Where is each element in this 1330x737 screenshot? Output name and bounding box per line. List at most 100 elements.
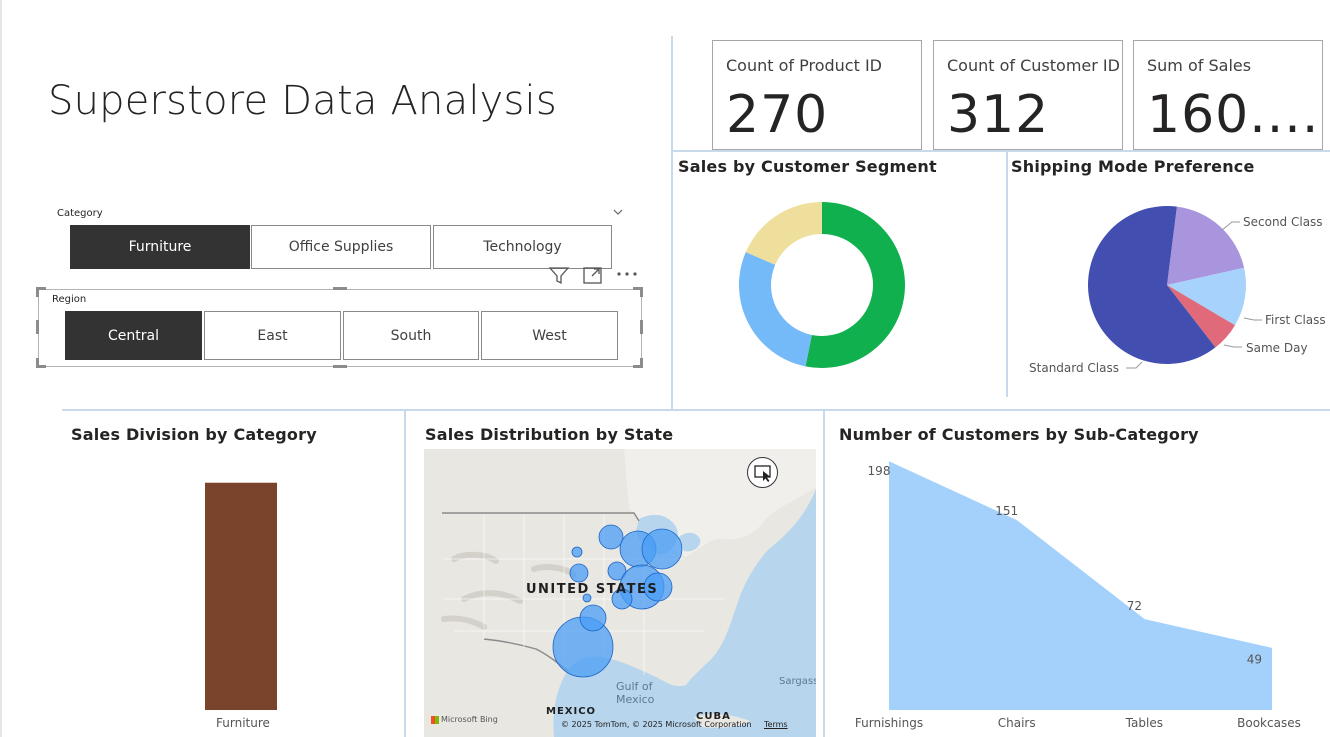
category-bar-chart[interactable]: Furniture <box>62 450 402 737</box>
category-tile-furniture[interactable]: Furniture <box>70 225 250 269</box>
cuba-land <box>694 714 750 728</box>
map-bubble[interactable] <box>569 563 589 583</box>
donut-slice-home-office[interactable] <box>745 202 822 265</box>
cuba-label: CUBA <box>696 711 731 722</box>
divider-horizontal-middle <box>62 409 1330 411</box>
card-value: 160.... <box>1147 85 1320 145</box>
x-tick-label-furnishings: Furnishings <box>855 716 923 730</box>
category-tile-office-supplies[interactable]: Office Supplies <box>251 225 431 269</box>
resize-handle[interactable] <box>640 287 643 297</box>
card-label: Sum of Sales <box>1147 56 1252 75</box>
leader-line <box>1223 344 1242 348</box>
label-first-class: First Class <box>1265 313 1326 327</box>
map-bubble[interactable] <box>607 561 627 581</box>
resize-handle[interactable] <box>36 287 46 290</box>
card-count-product-id[interactable]: Count of Product ID 270 <box>712 40 922 150</box>
region-tile-central[interactable]: Central <box>65 311 202 360</box>
label-standard-class: Standard Class <box>1029 361 1119 375</box>
map-selection-tool-button[interactable] <box>747 457 778 488</box>
filter-icon[interactable] <box>548 265 570 285</box>
category-chart-title: Sales Division by Category <box>71 425 317 444</box>
x-tick-label-bookcases: Bookcases <box>1237 716 1301 730</box>
area-x-axis: Furnishings Chairs Tables Bookcases <box>855 716 1301 730</box>
card-sum-of-sales[interactable]: Sum of Sales 160.... <box>1133 40 1323 150</box>
region-tile-south[interactable]: South <box>343 311 479 360</box>
divider-vertical-pies <box>1006 152 1008 397</box>
region-tile-east[interactable]: East <box>204 311 341 360</box>
card-value: 270 <box>726 85 829 145</box>
great-lakes <box>679 532 701 552</box>
card-value: 312 <box>947 85 1050 145</box>
leader-line <box>1126 361 1143 369</box>
area-series-line <box>888 461 1273 650</box>
resize-handle[interactable] <box>36 320 39 334</box>
bing-brand: Microsoft Bing <box>441 715 498 724</box>
resize-handle[interactable] <box>333 287 347 290</box>
mexico-label: MEXICO <box>546 706 597 717</box>
donut-slice-corporate[interactable] <box>739 252 812 367</box>
category-tile-technology[interactable]: Technology <box>433 225 612 269</box>
chevron-down-icon[interactable] <box>612 207 624 217</box>
selection-tool-icon <box>753 464 771 482</box>
map-bubble[interactable] <box>641 528 683 570</box>
focus-mode-icon[interactable] <box>582 265 604 285</box>
resize-handle[interactable] <box>633 287 643 290</box>
pie-slice-second-class[interactable] <box>1167 206 1245 285</box>
divider-vertical-top <box>671 36 673 409</box>
divider-vertical-bottom-2 <box>823 411 825 737</box>
bar-furniture[interactable] <box>205 482 277 710</box>
x-tick-label-chairs: Chairs <box>998 716 1036 730</box>
subcategory-area-chart[interactable]: 198 151 72 49 Furnishings Chairs Tables Bookca… <box>825 450 1330 737</box>
data-label-furnishings: 198 <box>868 464 891 478</box>
bing-logo: Microsoft Bing <box>431 715 498 724</box>
label-same-day: Same Day <box>1246 341 1308 355</box>
map-terms-link[interactable]: Terms <box>764 720 788 729</box>
divider-under-cards <box>673 150 1330 152</box>
shipping-pie-chart[interactable]: Second Class First Class Same Day Standa… <box>1008 180 1330 400</box>
resize-handle[interactable] <box>640 358 643 368</box>
label-second-class: Second Class <box>1243 215 1323 229</box>
divider-vertical-bottom-1 <box>404 411 406 737</box>
region-slicer-label: Region <box>52 294 87 305</box>
more-options-icon[interactable] <box>615 266 639 282</box>
leader-line <box>1221 221 1240 231</box>
resize-handle[interactable] <box>36 287 39 297</box>
map-title: Sales Distribution by State <box>425 425 674 444</box>
resize-handle[interactable] <box>36 365 46 368</box>
shipping-chart-title: Shipping Mode Preference <box>1011 157 1255 176</box>
data-label-bookcases: 49 <box>1247 653 1262 667</box>
resize-handle[interactable] <box>36 358 39 368</box>
segment-donut-chart[interactable]: Consumer 53.19% Corporate 28.3% Home Off… <box>673 180 1005 400</box>
map-bubble[interactable] <box>611 588 633 610</box>
terrain-relief <box>441 551 577 630</box>
sargasso-label: Sargass <box>779 676 816 687</box>
resize-handle[interactable] <box>633 365 643 368</box>
sales-map[interactable]: UNITED STATES Gulf of Mexico MEXICO CUBA… <box>424 449 816 737</box>
page-left-border <box>0 0 2 737</box>
leader-line <box>1243 317 1262 321</box>
country-label: UNITED STATES <box>526 582 659 597</box>
map-bubble[interactable] <box>643 572 673 602</box>
card-count-customer-id[interactable]: Count of Customer ID 312 <box>933 40 1123 150</box>
microsoft-logo-icon <box>431 715 439 724</box>
pie-slice-first-class[interactable] <box>1167 267 1246 326</box>
page-title: Superstore Data Analysis <box>48 78 557 124</box>
data-label-chairs: 151 <box>995 504 1018 518</box>
region-tile-west[interactable]: West <box>481 311 618 360</box>
pie-slice-standard-class[interactable] <box>1088 206 1216 364</box>
category-slicer-label: Category <box>57 208 103 219</box>
area-data-labels: 198 151 72 49 <box>868 464 1262 667</box>
x-tick-label-tables: Tables <box>1125 716 1163 730</box>
gulf-label-line2: Mexico <box>616 693 655 706</box>
map-copyright: © 2025 TomTom, © 2025 Microsoft Corporat… <box>561 720 752 729</box>
pie-slice-same-day[interactable] <box>1167 285 1235 348</box>
area-series-customers[interactable] <box>889 462 1272 710</box>
resize-handle[interactable] <box>333 365 347 368</box>
map-bubble[interactable] <box>582 593 592 603</box>
border-line <box>442 512 640 522</box>
donut-slice-consumer[interactable] <box>805 202 906 368</box>
map-bubble[interactable] <box>579 604 607 632</box>
map-bubble[interactable] <box>571 546 583 558</box>
map-bubble[interactable] <box>598 524 624 550</box>
resize-handle[interactable] <box>640 320 643 334</box>
